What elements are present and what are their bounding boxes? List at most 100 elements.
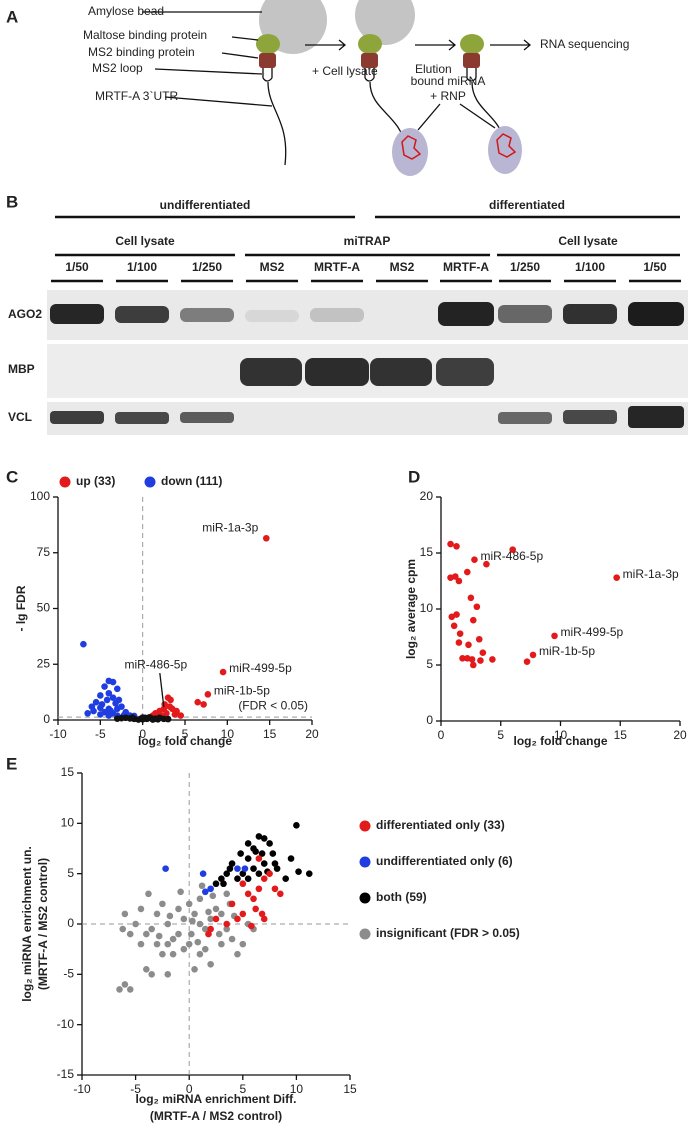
scatter-chart: 0 25 50 75 100 -10 -5 0 5 10 15 20 (FDR < 0.05) log₂ … [14, 474, 319, 748]
point [250, 865, 257, 872]
group: differentiated [489, 198, 565, 212]
bead [355, 0, 415, 45]
point [463, 568, 471, 576]
y-tick-label: 75 [37, 545, 51, 559]
point [205, 908, 212, 916]
lane-label: 1/50 [643, 260, 667, 274]
y-tick-label: 0 [426, 713, 433, 727]
point [271, 860, 279, 867]
annotation-leader [159, 673, 165, 708]
point [220, 880, 227, 888]
point [287, 855, 295, 862]
point [244, 875, 252, 882]
point [239, 910, 247, 918]
point [529, 651, 537, 659]
step: Elution [415, 62, 452, 76]
point [201, 888, 209, 896]
leader [459, 103, 496, 129]
lane-label: MRTF-A [443, 260, 489, 274]
point [473, 603, 481, 611]
point [255, 855, 263, 862]
point [250, 895, 257, 903]
point [228, 860, 236, 867]
point [90, 707, 97, 715]
point [260, 835, 268, 842]
x-tick-label: 15 [343, 1082, 357, 1096]
x-axis-label: (MRTF-A / MS2 control) [150, 1109, 282, 1123]
rnp [392, 128, 428, 176]
point [260, 860, 268, 867]
x-tick-label: 15 [614, 728, 628, 742]
point [201, 945, 209, 953]
y-axis-label: log₂ miRNA enrichment un. [20, 846, 34, 1002]
point [109, 694, 117, 701]
annotation: miR-486-5p [124, 657, 187, 671]
point [189, 917, 196, 925]
y-tick-label: 0 [43, 712, 50, 726]
point [97, 704, 104, 712]
point [234, 875, 241, 882]
lane-label: MS2 [390, 260, 415, 274]
point [239, 940, 247, 948]
band [563, 304, 617, 324]
point [260, 875, 268, 882]
point [121, 981, 129, 988]
x-tick-label: -10 [73, 1082, 91, 1096]
point [92, 698, 100, 706]
label: MS2 binding protein [88, 45, 195, 59]
x-tick-label: 0 [139, 727, 146, 741]
point [228, 900, 236, 908]
x-tick-label: 5 [239, 1082, 246, 1096]
point [132, 920, 139, 928]
legend-label: insignificant (FDR > 0.05) [376, 926, 520, 940]
ms2bp [463, 53, 480, 68]
point [239, 880, 247, 888]
point [169, 935, 177, 943]
point [159, 950, 166, 958]
point [209, 892, 217, 900]
y-tick-label: -10 [57, 1017, 75, 1031]
point [167, 696, 174, 704]
point [218, 875, 225, 882]
point [126, 986, 134, 993]
point [252, 905, 259, 913]
band [180, 308, 234, 322]
subgroup: Cell lysate [558, 234, 618, 248]
point [84, 710, 91, 717]
x-tick-label: 0 [186, 1082, 193, 1096]
point [475, 635, 483, 643]
x-axis-label: log₂ miRNA enrichment Diff. [136, 1092, 297, 1106]
point [459, 654, 466, 662]
legend-marker [359, 892, 371, 904]
point [118, 703, 125, 710]
lane-label: 1/100 [127, 260, 157, 274]
y-tick-label: 15 [61, 765, 75, 779]
mirna [401, 135, 422, 160]
point [266, 870, 273, 877]
mirna [496, 133, 517, 158]
point [269, 850, 277, 857]
point [207, 915, 214, 923]
point [207, 960, 214, 968]
point [175, 905, 182, 913]
point [452, 573, 459, 580]
band [628, 302, 684, 326]
point [145, 890, 152, 898]
point [223, 920, 231, 928]
point [175, 930, 182, 938]
point [164, 715, 172, 723]
point [469, 661, 477, 669]
point [248, 922, 255, 930]
row-label: AGO2 [8, 307, 42, 321]
point [146, 714, 153, 721]
point [113, 715, 121, 722]
point [105, 689, 113, 697]
point [169, 950, 177, 958]
point [255, 870, 263, 877]
y-tick-label: 10 [420, 601, 434, 615]
point [260, 915, 268, 923]
y-axis-label: log₂ average cpm [404, 559, 418, 659]
point [109, 678, 117, 686]
